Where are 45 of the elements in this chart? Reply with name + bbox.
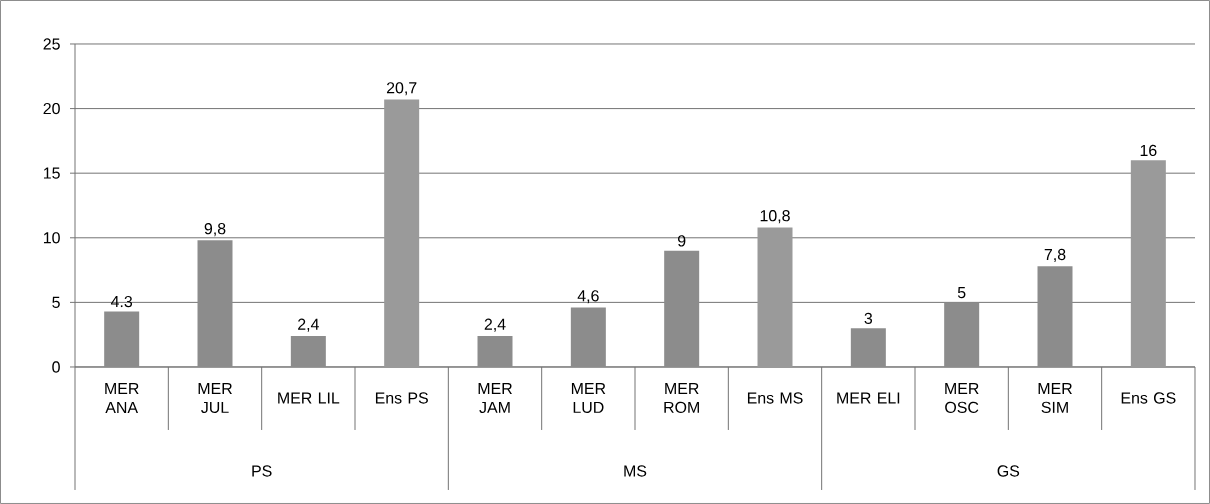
data-label: 2,4 xyxy=(298,318,319,332)
x-tick-label: MER SIM xyxy=(1038,382,1072,414)
bar xyxy=(1130,160,1166,367)
x-tick-label: MER JAM xyxy=(478,382,512,414)
x-tick-label: MER ELI xyxy=(837,392,900,404)
y-tick-label: 15 xyxy=(43,167,60,179)
bar xyxy=(664,250,700,367)
text: MS xyxy=(624,465,647,477)
x-tick-label: MER JUL xyxy=(198,382,232,414)
bar xyxy=(384,99,420,367)
data-label: 16 xyxy=(1140,144,1157,157)
bar xyxy=(197,240,233,367)
x-tick-label: MER LUD xyxy=(571,382,606,414)
x-tick-label: Ens GS xyxy=(1121,392,1176,404)
bar xyxy=(944,302,980,367)
y-tick-label: 0 xyxy=(52,361,60,373)
data-label: 3 xyxy=(864,312,873,325)
x-tick-label: Ens PS xyxy=(375,392,428,404)
bar xyxy=(290,335,326,367)
bar xyxy=(1037,266,1073,367)
x-tick-label: MER ANA xyxy=(105,383,139,413)
y-tick-label: 10 xyxy=(43,232,60,244)
data-label: 4.3 xyxy=(110,295,133,308)
y-tick-label: 5 xyxy=(52,296,60,308)
data-label: 10,8 xyxy=(760,210,790,224)
bar xyxy=(850,328,886,367)
text: PS xyxy=(252,465,272,477)
data-label: 5 xyxy=(957,287,966,299)
data-label: 7,8 xyxy=(1044,248,1066,262)
bar xyxy=(757,227,793,367)
data-label: 2,4 xyxy=(484,318,506,332)
x-tick-label: MER ROM xyxy=(664,382,699,414)
data-label: 20,7 xyxy=(386,82,417,96)
data-label: 4,6 xyxy=(577,290,599,304)
y-tick-label: 25 xyxy=(43,38,60,50)
data-label: 9 xyxy=(677,235,686,247)
x-tick-label: MER LIL xyxy=(278,392,340,404)
bar xyxy=(477,335,513,367)
x-tick-label: MER OSC xyxy=(945,382,979,414)
y-tick-label: 20 xyxy=(43,102,60,115)
data-label: 9,8 xyxy=(204,223,226,237)
x-tick-label: Ens MS xyxy=(747,392,803,404)
text: GS xyxy=(997,465,1020,477)
bar xyxy=(570,307,606,367)
bar xyxy=(104,311,140,367)
